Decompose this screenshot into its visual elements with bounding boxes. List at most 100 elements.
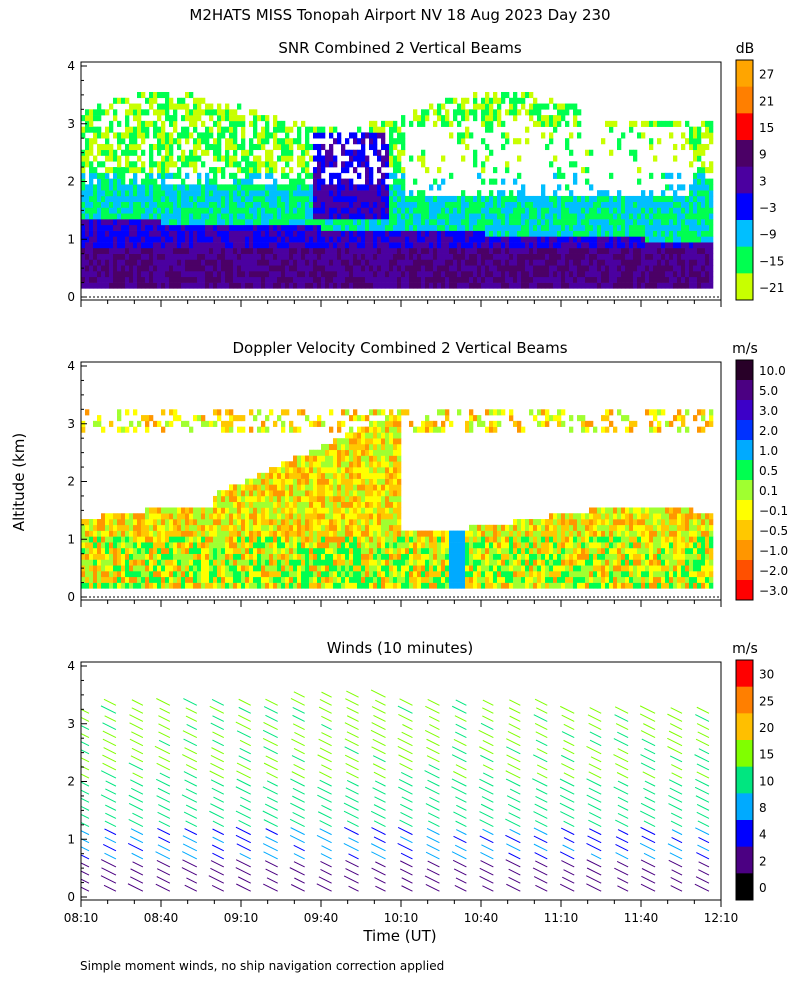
snr-cell [185,259,190,266]
snr-cell [157,109,162,116]
snr-cell [213,276,218,283]
snr-cell [133,143,138,151]
snr-cell [89,120,94,127]
snr-cell [609,195,614,203]
snr-cell [401,253,406,260]
snr-cell [101,219,106,226]
doppler-cell [217,576,222,583]
doppler-cell [105,582,110,589]
snr-cell [493,224,498,231]
doppler-cell [217,536,222,543]
snr-cell [93,195,98,203]
snr-cell [289,201,294,208]
doppler-cell [341,582,346,589]
snr-cell [361,230,366,237]
snr-cell [541,213,546,220]
snr-cell [393,195,398,203]
doppler-cell [329,547,334,554]
snr-cell [177,236,182,243]
snr-cell [621,271,626,278]
snr-cell [93,138,98,145]
doppler-cell [145,559,150,566]
snr-cell [173,282,178,289]
snr-cell [569,259,574,266]
snr-cell [373,201,378,208]
snr-cell [641,195,646,203]
snr-cell [149,91,154,99]
doppler-cell [89,553,94,560]
snr-cell [461,103,466,110]
snr-cell [553,120,558,127]
snr-cell [673,276,678,283]
doppler-cell [181,513,186,520]
snr-cell [261,230,266,237]
snr-cell [569,132,574,139]
doppler-cell [213,576,218,583]
snr-cell [509,271,514,278]
doppler-cell [145,415,150,422]
snr-cell [197,132,202,139]
snr-cell [485,109,490,116]
snr-cell [405,265,410,272]
snr-cell [433,230,438,237]
snr-cell [265,276,270,283]
snr-cell [517,276,522,283]
doppler-cell [317,542,322,549]
doppler-cell [257,507,262,514]
snr-cell [305,195,310,203]
snr-cell [681,242,686,249]
doppler-cell [201,536,206,543]
doppler-cell [313,553,318,560]
snr-cell [321,201,326,208]
snr-cell [253,167,258,174]
doppler-cell [325,547,330,554]
doppler-cell [229,409,234,416]
snr-cell [369,253,374,260]
snr-cell [597,207,602,214]
doppler-cell [185,524,190,531]
snr-cell [357,155,362,162]
snr-cell [141,282,146,289]
snr-cell [453,213,458,220]
doppler-cell [209,519,214,526]
snr-cell [349,219,354,226]
doppler-cell [209,530,214,537]
snr-cell [349,276,354,283]
snr-cell [669,259,674,266]
snr-cell [409,282,414,289]
snr-cell [501,236,506,243]
snr-cell [709,213,714,220]
doppler-cell [317,530,322,537]
snr-cell [153,247,158,254]
snr-cell [561,172,566,179]
snr-cell [209,230,214,237]
snr-cell [421,155,426,162]
snr-cell [389,201,394,208]
snr-cell [437,230,442,237]
snr-cell [537,282,542,289]
doppler-cell [165,507,170,514]
snr-cell [345,178,350,185]
snr-cell [193,103,198,110]
snr-cell [509,190,514,197]
snr-cell [597,236,602,243]
snr-cell [561,271,566,278]
doppler-cell [169,571,174,578]
snr-cell [613,224,618,231]
snr-cell [157,282,162,289]
snr-cell [441,230,446,237]
doppler-cell [137,565,142,572]
doppler-cell [125,547,130,554]
snr-cell [561,195,566,203]
snr-cell [101,236,106,243]
snr-cell [549,120,554,127]
snr-cell [317,276,322,283]
doppler-cell [161,519,166,526]
snr-cell [213,120,218,127]
snr-cell [161,242,166,249]
snr-cell [241,126,246,133]
snr-cell [257,276,262,283]
snr-cell [513,247,518,254]
doppler-cell [145,565,150,572]
snr-cell [521,276,526,283]
